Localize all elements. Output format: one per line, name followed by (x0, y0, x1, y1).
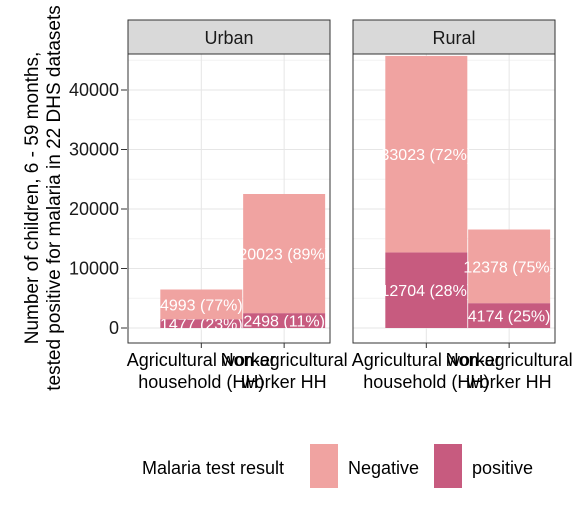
x-category-label: Agricultural worker (352, 350, 501, 370)
bar-positive (160, 319, 243, 328)
y-tick-label: 10000 (69, 259, 119, 279)
legend-swatch-positive (434, 444, 462, 488)
facet-strip (127, 19, 331, 55)
bar-value-label: 2498 (11%) (243, 314, 325, 331)
facet-title: Rural (432, 28, 475, 48)
bar-positive (468, 303, 551, 328)
y-axis-label: Number of children, 6 - 59 months, (22, 52, 43, 345)
y-axis-label: tested positive for malaria in 22 DHS da… (44, 5, 65, 390)
x-category-label: Non-agricultural (446, 350, 573, 370)
x-category-label: household (HH) (363, 372, 489, 392)
y-tick-label: 0 (109, 318, 119, 338)
bar-value-label: 20023 (89%) (238, 247, 330, 264)
legend-swatch-negative (310, 444, 338, 488)
bar-value-label: 12378 (75%) (463, 259, 555, 276)
bar-value-label: 33023 (72%) (381, 147, 473, 164)
bar-value-label: 1477 (23%) (160, 317, 243, 334)
facet-strip (352, 19, 556, 55)
x-category-label: Non-agricultural (221, 350, 348, 370)
x-category-label: Agricultural worker (127, 350, 276, 370)
bar-positive (385, 252, 468, 328)
panel-border (127, 53, 331, 344)
bar-positive (243, 313, 326, 328)
legend-title: Malaria test result (142, 458, 284, 478)
bar-negative (243, 194, 326, 314)
legend-label: Negative (348, 458, 419, 478)
x-category-label: worker HH (241, 372, 327, 392)
bar-value-label: 12704 (28%) (381, 283, 473, 300)
x-category-label: household (HH) (138, 372, 264, 392)
y-tick-label: 40000 (69, 80, 119, 100)
panel-border (352, 53, 556, 344)
bar-negative (160, 289, 243, 320)
bar-negative (385, 55, 468, 253)
bar-negative (468, 229, 551, 304)
bar-value-label: 4993 (77%) (160, 297, 243, 314)
x-category-label: worker HH (466, 372, 552, 392)
legend-label: positive (472, 458, 533, 478)
bar-value-label: 4174 (25%) (468, 309, 551, 326)
facet-title: Urban (204, 28, 253, 48)
y-tick-label: 30000 (69, 140, 119, 160)
y-tick-label: 20000 (69, 199, 119, 219)
